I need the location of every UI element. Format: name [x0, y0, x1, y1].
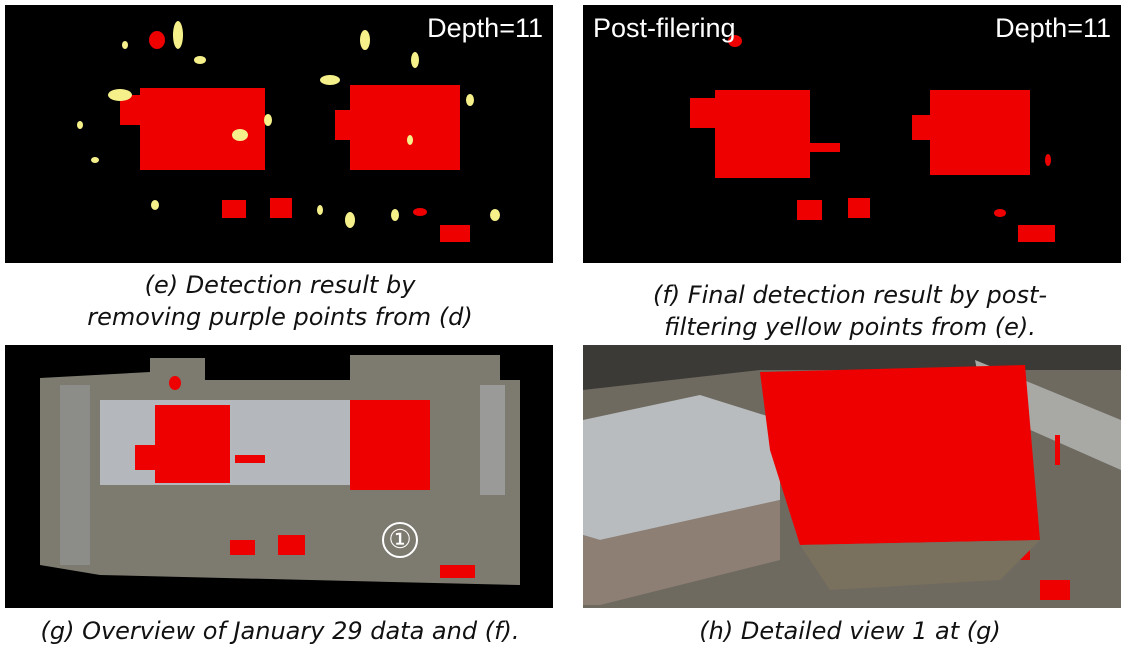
caption: (f) Final detection result by post- — [653, 281, 1047, 309]
panel-g: ① — [5, 345, 553, 608]
depth-label: Depth=11 — [427, 13, 543, 43]
panel-e: Depth=11 — [5, 5, 553, 263]
caption: (e) Detection result by — [145, 271, 417, 299]
depth-label: Depth=11 — [995, 13, 1111, 43]
panel-h — [583, 345, 1121, 608]
view-marker: ① — [388, 524, 411, 554]
post-filter-label: Post-filering — [593, 13, 736, 43]
figure: Depth=11 Post-filering Depth=11 ① — [0, 0, 1126, 650]
caption: filtering yellow points from (e). — [664, 313, 1036, 341]
caption: (g) Overview of January 29 data and (f). — [40, 617, 519, 645]
caption: (h) Detailed view 1 at (g) — [699, 617, 1000, 645]
caption: removing purple points from (d) — [87, 303, 473, 331]
panel-f: Post-filering Depth=11 — [583, 5, 1121, 263]
